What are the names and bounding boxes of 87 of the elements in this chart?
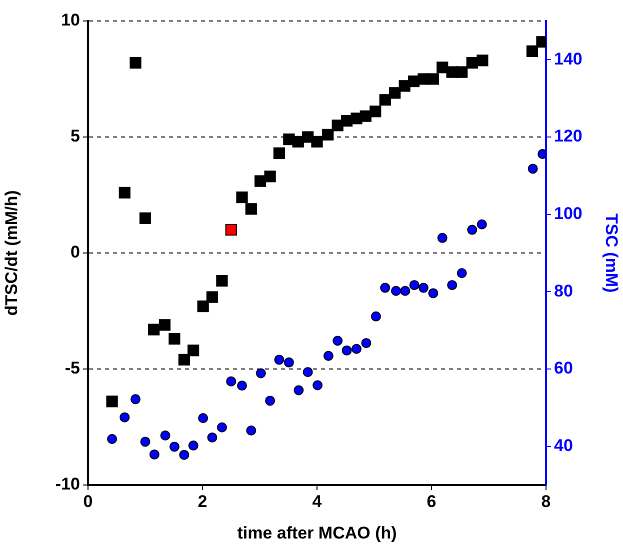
point — [273, 147, 286, 160]
point — [179, 450, 190, 460]
point — [370, 311, 381, 322]
point — [302, 367, 313, 378]
point — [332, 336, 343, 346]
y-tick-label: 0 — [70, 242, 80, 262]
point — [409, 280, 420, 290]
point — [245, 203, 257, 215]
x-tick-label: 4 — [312, 492, 322, 511]
point — [526, 45, 538, 57]
point — [225, 224, 237, 236]
x-axis-title: time after MCAO (h) — [237, 523, 397, 542]
x-tick-label: 0 — [83, 492, 93, 511]
point — [391, 286, 402, 296]
point — [294, 385, 304, 396]
x-tick-label: 6 — [426, 492, 436, 511]
point — [400, 286, 410, 296]
y2-tick-label: 120 — [554, 126, 582, 146]
y-tick-label: 10 — [61, 10, 80, 30]
point — [322, 128, 334, 140]
point — [169, 442, 180, 452]
y-axis-title: dTSC/dt (mM/h) — [2, 190, 21, 316]
point — [380, 282, 390, 293]
point — [437, 232, 448, 243]
point — [246, 425, 256, 436]
point — [158, 319, 171, 331]
point — [264, 170, 276, 182]
point — [160, 430, 170, 441]
point — [274, 354, 284, 365]
point — [436, 62, 448, 74]
point — [456, 66, 468, 78]
point — [342, 345, 352, 356]
point — [447, 280, 458, 290]
y2-tick-label: 140 — [554, 49, 582, 68]
point — [428, 288, 438, 298]
point — [379, 94, 391, 106]
point — [418, 282, 428, 293]
point — [206, 291, 218, 303]
y2-tick-label: 80 — [554, 281, 573, 300]
point — [188, 440, 198, 451]
point — [106, 396, 118, 408]
point — [226, 376, 236, 386]
point — [140, 436, 150, 447]
y2-tick-label: 100 — [554, 204, 582, 224]
point — [389, 87, 401, 99]
x-tick-label: 8 — [541, 492, 551, 511]
point — [118, 186, 130, 198]
point — [139, 212, 152, 224]
point — [149, 449, 160, 460]
point — [323, 350, 334, 361]
point — [168, 333, 180, 345]
point — [427, 73, 440, 85]
point — [476, 219, 487, 230]
point — [237, 380, 248, 391]
y-tick-label: 5 — [70, 126, 80, 146]
point — [265, 396, 276, 406]
point — [198, 413, 208, 424]
point — [130, 394, 141, 404]
point — [361, 338, 372, 348]
point — [254, 175, 266, 187]
y-tick-label: -10 — [55, 474, 80, 494]
y2-tick-label: 60 — [554, 358, 573, 378]
y2-axis-title: TSC (mM) — [602, 213, 622, 293]
point — [476, 54, 488, 66]
point — [107, 434, 118, 444]
point — [311, 136, 323, 148]
point — [236, 192, 248, 204]
y2-tick-label: 40 — [554, 436, 573, 456]
point — [130, 56, 142, 69]
point — [148, 324, 160, 336]
point — [216, 422, 227, 432]
point — [528, 164, 538, 174]
point — [352, 344, 362, 354]
point — [216, 275, 228, 287]
point — [284, 357, 294, 368]
point — [312, 380, 323, 390]
x-tick-label: 2 — [198, 492, 208, 511]
point — [207, 432, 218, 442]
point — [370, 106, 382, 118]
point — [256, 368, 266, 378]
point — [456, 268, 467, 278]
point — [197, 300, 209, 312]
point — [178, 354, 190, 366]
point — [467, 224, 478, 235]
y-tick-label: -5 — [64, 358, 80, 378]
point — [188, 344, 200, 356]
point — [120, 412, 130, 422]
